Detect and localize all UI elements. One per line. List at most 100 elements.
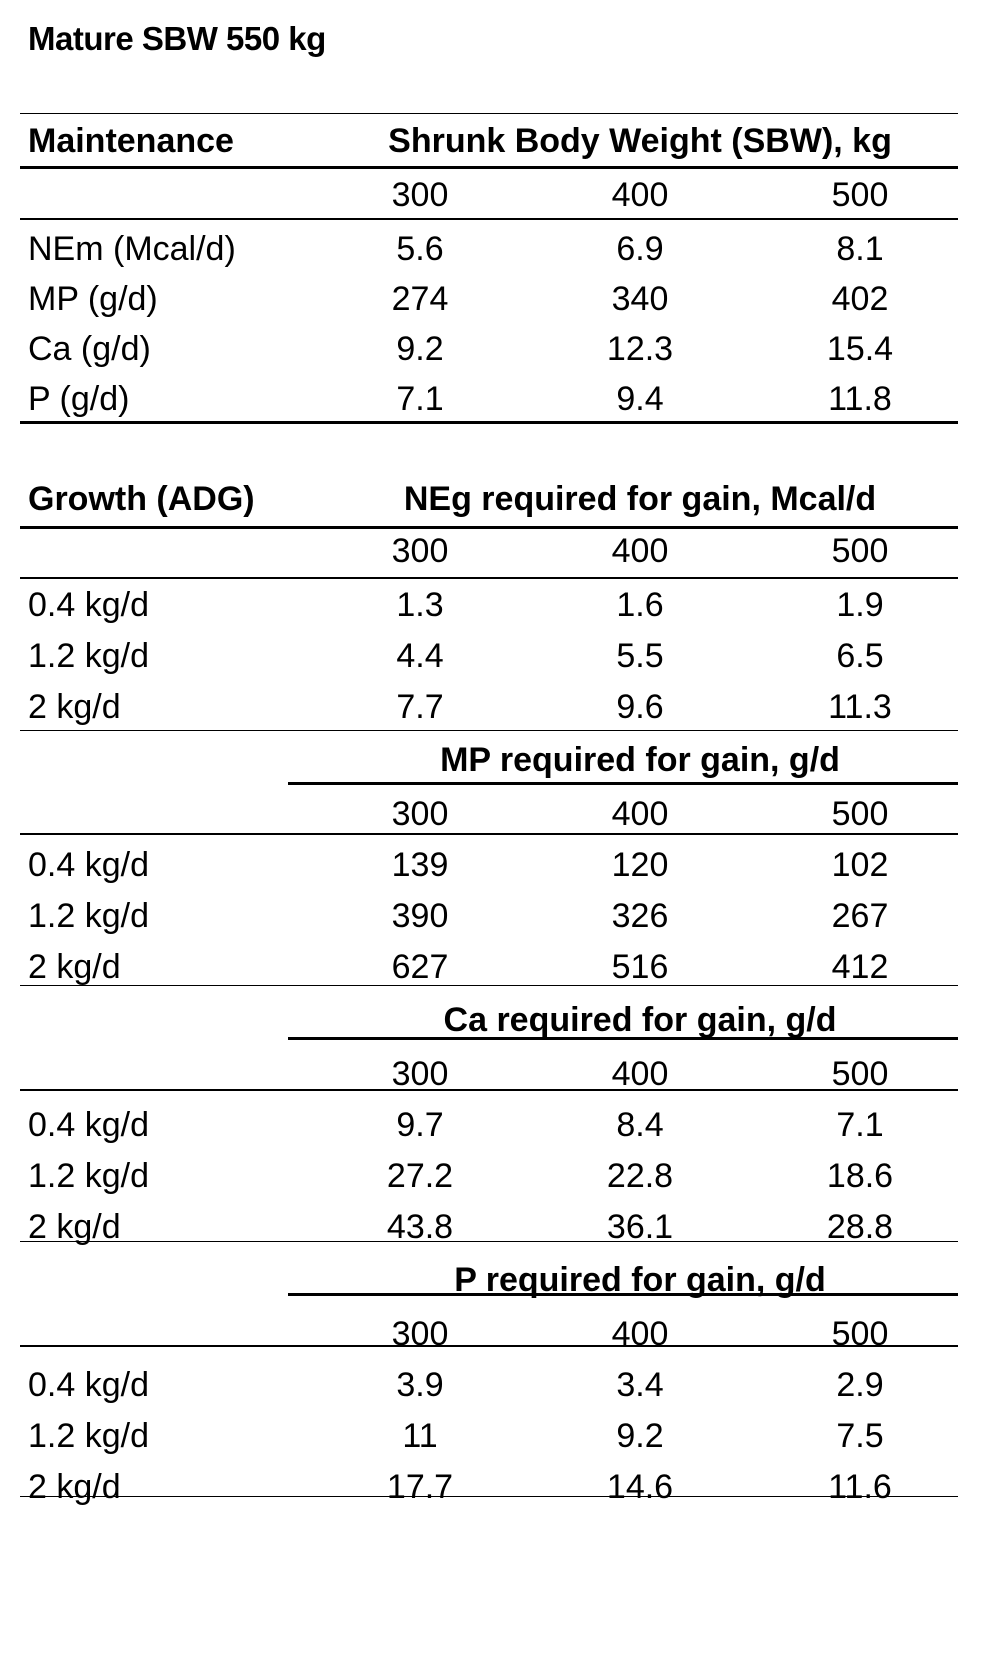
weight-400: 400 xyxy=(611,1315,669,1353)
weight-400: 400 xyxy=(611,1055,669,1093)
row-label: 0.4 kg/d xyxy=(28,846,149,884)
cell-value: 102 xyxy=(831,846,889,884)
table-row: 1.2 kg/d 4.4 5.5 6.5 xyxy=(20,629,958,683)
table-row: Ca (g/d) 9.2 12.3 15.4 xyxy=(20,322,958,376)
cell-value: 1.9 xyxy=(836,586,884,624)
table-bottom-rule xyxy=(20,421,958,424)
table-row: 1.2 kg/d 390 326 267 xyxy=(20,889,958,943)
weight-500: 500 xyxy=(831,795,889,833)
cell-value: 340 xyxy=(611,280,669,318)
weight-header-row: 300 400 500 xyxy=(20,1047,958,1101)
weight-400: 400 xyxy=(611,795,669,833)
maintenance-label: Maintenance xyxy=(28,122,234,160)
row-label: Ca (g/d) xyxy=(28,330,151,368)
row-label: 1.2 kg/d xyxy=(28,897,149,935)
cell-value: 8.4 xyxy=(616,1106,664,1144)
cell-value: 11.3 xyxy=(828,688,892,726)
cell-value: 274 xyxy=(391,280,449,318)
weight-rule xyxy=(20,577,958,579)
weight-rule xyxy=(20,1345,958,1347)
table-row: MP (g/d) 274 340 402 xyxy=(20,272,958,326)
cell-value: 412 xyxy=(831,948,889,986)
cell-value: 11.8 xyxy=(828,380,892,418)
row-label: 0.4 kg/d xyxy=(28,586,149,624)
cell-value: 4.4 xyxy=(396,637,444,675)
cell-value: 390 xyxy=(391,897,449,935)
cell-value: 22.8 xyxy=(606,1157,674,1195)
section-header-mp: MP required for gain, g/d xyxy=(440,741,840,779)
cell-value: 17.7 xyxy=(386,1468,454,1506)
cell-value: 7.1 xyxy=(396,380,444,418)
cell-value: 9.6 xyxy=(616,688,664,726)
cell-value: 1.3 xyxy=(396,586,444,624)
weight-300: 300 xyxy=(391,1055,449,1093)
section-divider xyxy=(20,985,958,986)
growth-header-row: Growth (ADG) NEg required for gain, Mcal… xyxy=(20,472,958,526)
table-top-rule xyxy=(20,113,958,114)
weight-rule xyxy=(20,833,958,835)
header-rule xyxy=(20,526,958,529)
weight-rule xyxy=(20,1089,958,1091)
weight-500: 500 xyxy=(831,1315,889,1353)
row-label: NEm (Mcal/d) xyxy=(28,230,236,268)
table-row: 0.4 kg/d 9.7 8.4 7.1 xyxy=(20,1098,958,1152)
weight-300: 300 xyxy=(391,1315,449,1353)
growth-table: Growth (ADG) NEg required for gain, Mcal… xyxy=(20,472,958,1514)
cell-value: 627 xyxy=(391,948,449,986)
row-label: 2 kg/d xyxy=(28,1208,121,1246)
cell-value: 7.1 xyxy=(836,1106,884,1144)
cell-value: 3.4 xyxy=(616,1366,664,1404)
cell-value: 14.6 xyxy=(606,1468,674,1506)
table-row: 0.4 kg/d 139 120 102 xyxy=(20,838,958,892)
table-row: 2 kg/d 17.7 14.6 11.6 xyxy=(20,1460,958,1514)
row-label: 2 kg/d xyxy=(28,1468,121,1506)
weight-300: 300 xyxy=(391,795,449,833)
row-label: 1.2 kg/d xyxy=(28,1417,149,1455)
cell-value: 6.5 xyxy=(836,637,884,675)
section-header-row: MP required for gain, g/d xyxy=(20,733,958,787)
cell-value: 27.2 xyxy=(386,1157,454,1195)
weight-header-row: 300 400 500 xyxy=(20,1307,958,1361)
weight-header-row: 300 400 500 xyxy=(20,168,958,222)
cell-value: 12.3 xyxy=(606,330,674,368)
row-label: 1.2 kg/d xyxy=(28,637,149,675)
cell-value: 36.1 xyxy=(606,1208,674,1246)
cell-value: 120 xyxy=(611,846,669,884)
weight-header-row: 300 400 500 xyxy=(20,787,958,841)
section-header-row: Ca required for gain, g/d xyxy=(20,993,958,1047)
section-header-rule xyxy=(288,1293,958,1296)
table-row: 2 kg/d 43.8 36.1 28.8 xyxy=(20,1200,958,1254)
cell-value: 43.8 xyxy=(386,1208,454,1246)
cell-value: 9.4 xyxy=(616,380,664,418)
maintenance-header-row: Maintenance Shrunk Body Weight (SBW), kg xyxy=(20,114,958,168)
cell-value: 9.2 xyxy=(616,1417,664,1455)
cell-value: 3.9 xyxy=(396,1366,444,1404)
section-header-rule xyxy=(288,1037,958,1040)
cell-value: 5.5 xyxy=(616,637,664,675)
cell-value: 139 xyxy=(391,846,449,884)
weight-rule xyxy=(20,218,958,220)
table-row: 2 kg/d 7.7 9.6 11.3 xyxy=(20,680,958,734)
cell-value: 402 xyxy=(831,280,889,318)
table-row: P (g/d) 7.1 9.4 11.8 xyxy=(20,372,958,426)
section-header-row: P required for gain, g/d xyxy=(20,1253,958,1307)
cell-value: 2.9 xyxy=(836,1366,884,1404)
cell-value: 516 xyxy=(611,948,669,986)
row-label: 0.4 kg/d xyxy=(28,1366,149,1404)
cell-value: 9.2 xyxy=(396,330,444,368)
table-bottom-rule xyxy=(20,1496,958,1497)
section-header-rule xyxy=(288,782,958,785)
row-label: MP (g/d) xyxy=(28,280,158,318)
cell-value: 1.6 xyxy=(616,586,664,624)
section-divider xyxy=(20,1241,958,1242)
table-row: 1.2 kg/d 27.2 22.8 18.6 xyxy=(20,1149,958,1203)
cell-value: 11.6 xyxy=(828,1468,892,1506)
weight-300: 300 xyxy=(391,176,449,214)
cell-value: 15.4 xyxy=(826,330,894,368)
page-title: Mature SBW 550 kg xyxy=(28,20,326,57)
section-divider xyxy=(20,730,958,731)
section-header-neg: NEg required for gain, Mcal/d xyxy=(403,480,877,518)
section-header-p: P required for gain, g/d xyxy=(454,1261,826,1299)
weight-400: 400 xyxy=(611,532,669,570)
weight-500: 500 xyxy=(831,176,889,214)
